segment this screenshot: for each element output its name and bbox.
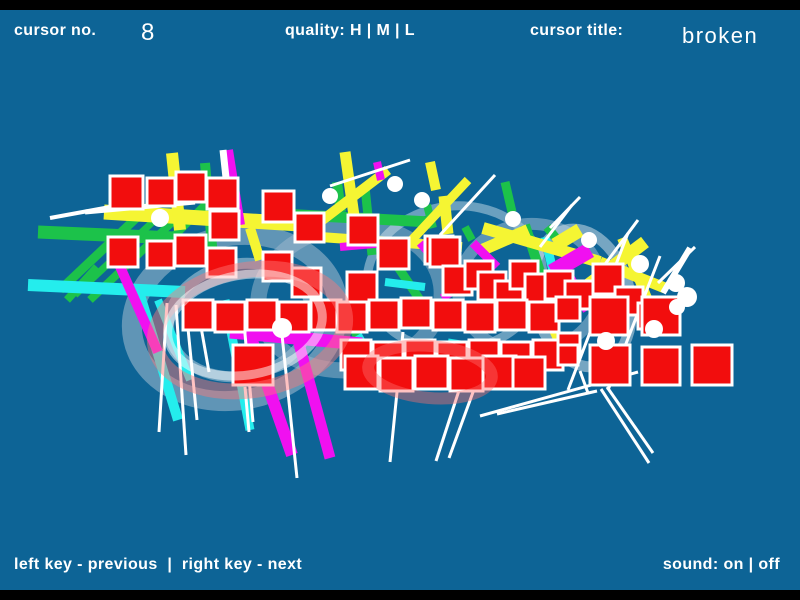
art-stroke-magenta	[113, 259, 163, 355]
art-red-square	[106, 235, 140, 269]
art-white-dot	[151, 209, 169, 227]
art-red-square	[690, 343, 734, 387]
art-red-square	[181, 298, 215, 332]
art-red-square	[173, 233, 208, 268]
art-stroke-yellow	[245, 226, 265, 262]
art-white-dot	[631, 255, 649, 273]
art-stroke-cyan	[27, 279, 186, 298]
art-red-square	[145, 176, 177, 208]
art-red-square	[481, 354, 518, 391]
art-white-dot	[669, 299, 685, 315]
art-white-dot	[667, 274, 685, 292]
art-red-square	[463, 300, 497, 334]
art-red-square	[428, 235, 462, 269]
art-red-square	[640, 345, 682, 387]
art-white-dot	[272, 318, 292, 338]
art-red-square	[378, 356, 415, 393]
cursor-title-label: cursor title:	[530, 22, 624, 39]
art-red-square	[588, 343, 632, 387]
art-thin-line	[548, 195, 582, 230]
art-red-square	[261, 189, 296, 224]
art-red-square	[527, 300, 561, 334]
cursor-no-value: 8	[141, 19, 156, 46]
art-white-dot	[581, 232, 597, 248]
art-stroke-green	[500, 180, 517, 214]
art-stroke-yellow	[425, 160, 441, 192]
cursor-title-value: broken	[682, 23, 759, 48]
art-red-square	[495, 298, 529, 332]
quality-label: quality:	[285, 22, 346, 39]
art-red-square	[174, 170, 208, 204]
sound-label: sound:	[662, 556, 719, 573]
art-red-square	[367, 298, 401, 332]
art-stroke-cyan	[384, 278, 426, 291]
art-red-square	[399, 296, 433, 330]
art-stroke-green	[461, 225, 476, 242]
art-red-square	[413, 354, 450, 391]
art-red-square	[431, 298, 465, 332]
art-red-square	[554, 295, 582, 323]
art-thin-line	[496, 389, 598, 416]
art-red-square	[511, 355, 547, 391]
art-swirl	[163, 269, 327, 381]
art-red-square	[205, 176, 240, 211]
art-white-dot	[322, 188, 338, 204]
art-red-square	[343, 354, 380, 391]
top-frame-bar	[0, 0, 800, 10]
sound-control: sound: on | off	[663, 556, 780, 574]
art-white-dot	[505, 211, 521, 227]
art-red-square	[108, 174, 145, 211]
art-red-square	[345, 270, 379, 304]
bottom-frame-bar	[0, 590, 800, 600]
art-red-square	[145, 239, 176, 270]
art-thin-line	[578, 370, 590, 394]
quality-options[interactable]: H | M | L	[349, 22, 415, 39]
art-red-square	[376, 236, 411, 271]
art-swirl	[362, 339, 498, 405]
art-red-square	[335, 300, 369, 334]
art-thin-line	[656, 245, 697, 285]
quality-control: quality: H | M | L	[285, 22, 415, 40]
art-stroke-yellow	[551, 223, 584, 252]
art-thin-line	[243, 386, 251, 433]
art-stroke-white	[49, 205, 111, 220]
sound-options[interactable]: on | off	[723, 556, 780, 573]
art-thin-line	[280, 334, 299, 479]
cursor-no-label: cursor no.	[14, 22, 97, 39]
art-red-square	[293, 211, 326, 244]
art-stroke-magenta	[292, 338, 336, 460]
art-red-square	[588, 295, 630, 337]
art-white-dot	[597, 332, 615, 350]
art-thin-line	[605, 386, 655, 454]
art-red-square	[346, 213, 380, 247]
art-red-square	[245, 298, 279, 332]
art-thin-line	[329, 158, 411, 188]
art-red-square	[213, 300, 247, 334]
navigation-hint: left key - previous | right key - next	[14, 556, 303, 573]
art-thin-line	[174, 304, 188, 456]
art-thin-line	[599, 388, 651, 464]
art-white-dot	[645, 320, 663, 338]
art-thin-line	[438, 173, 497, 237]
art-white-dot	[387, 176, 403, 192]
art-white-dot	[414, 192, 430, 208]
art-red-square	[556, 343, 580, 367]
art-red-square	[208, 209, 241, 242]
